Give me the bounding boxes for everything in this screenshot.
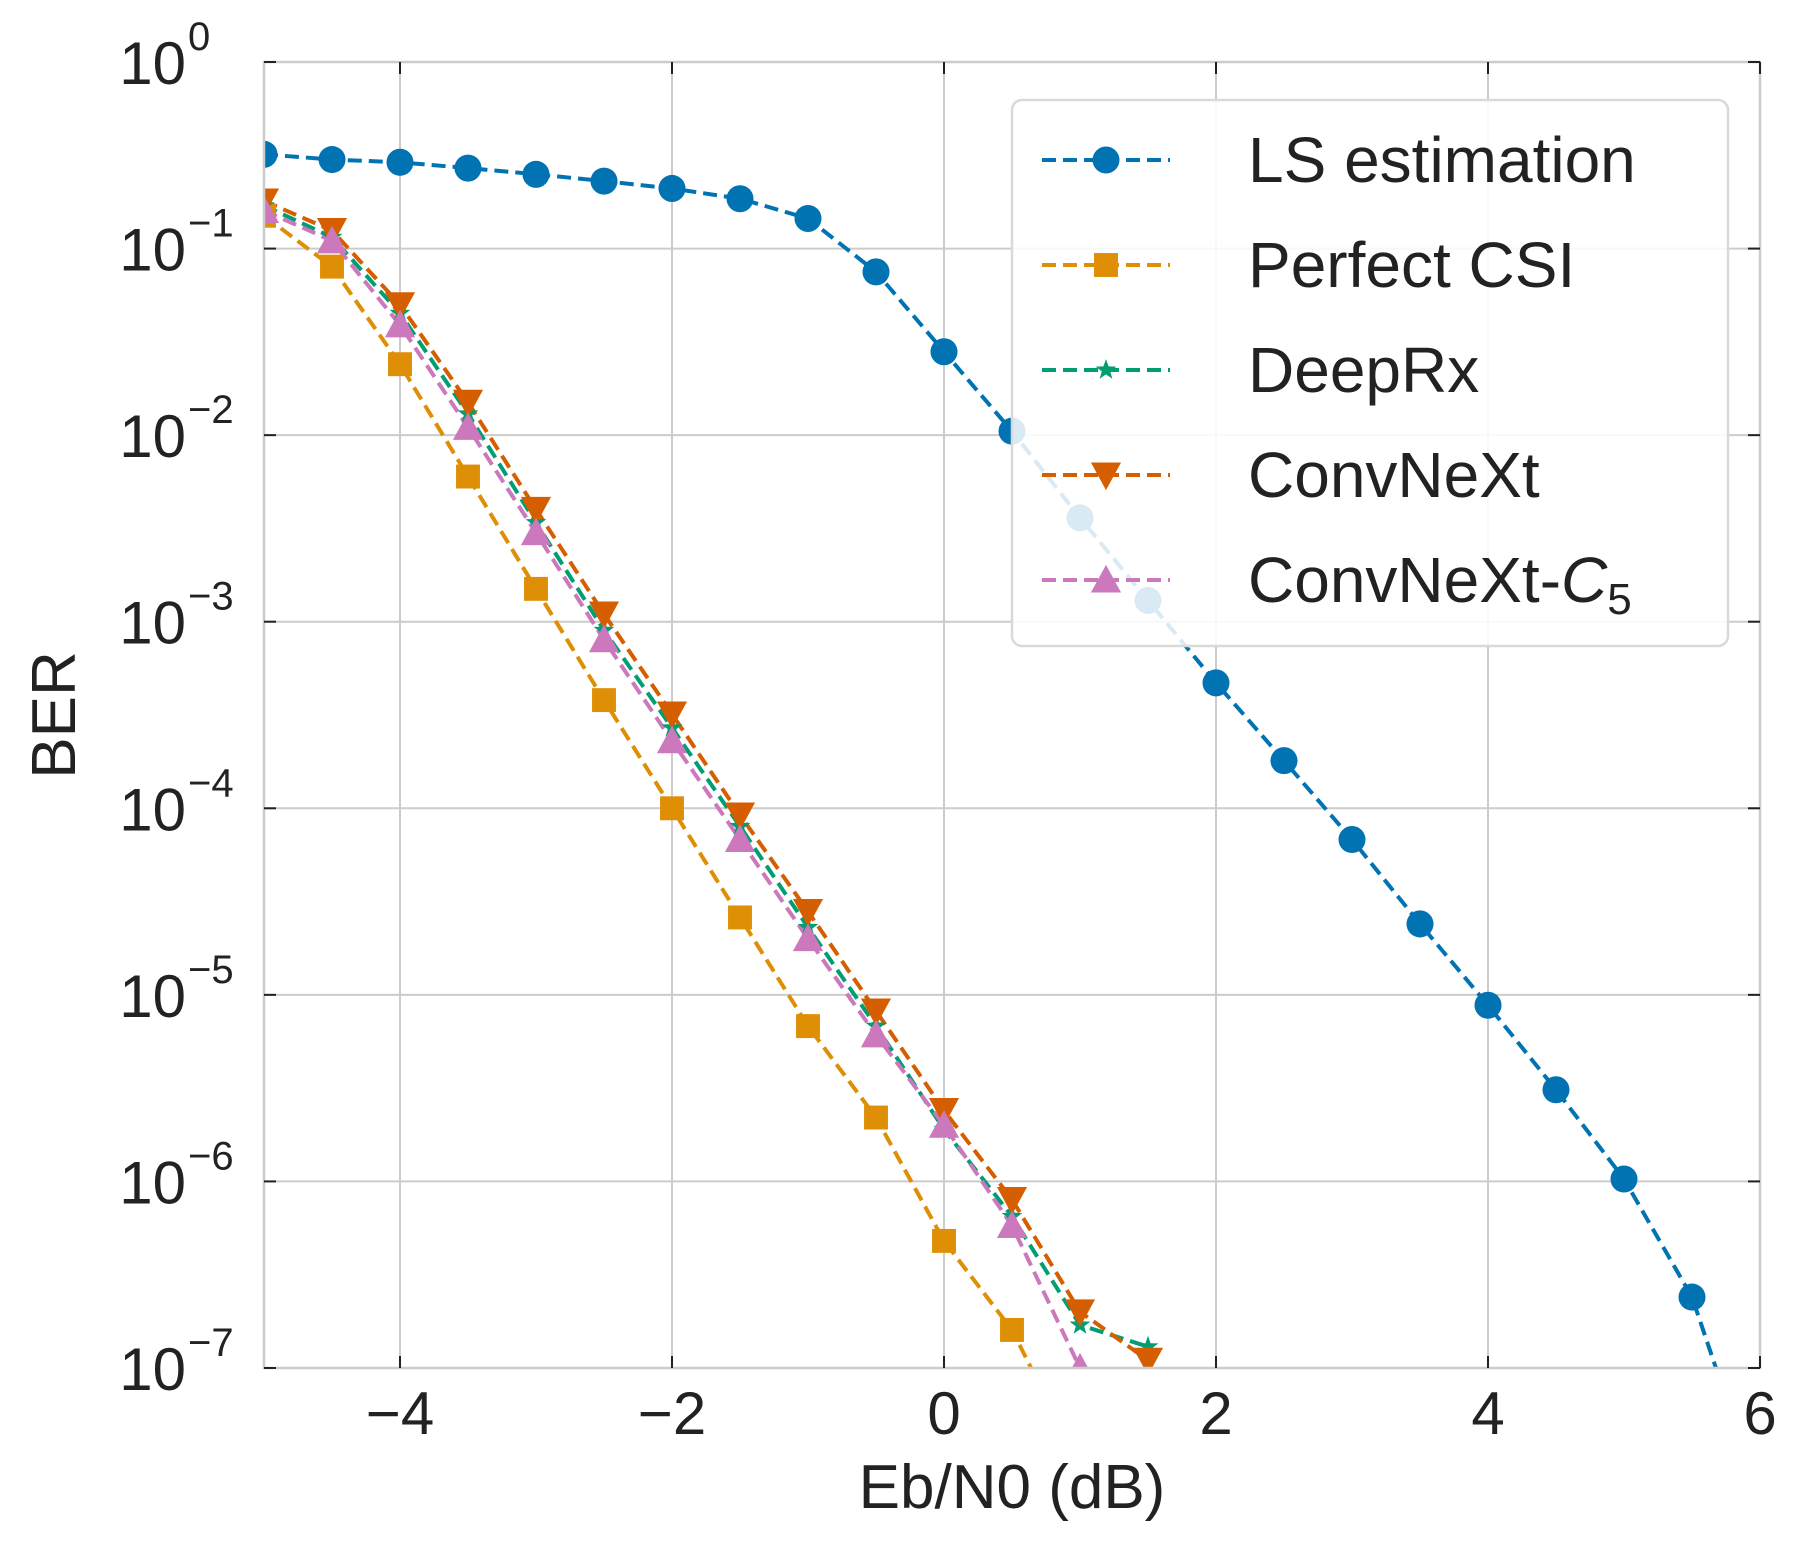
data-point-ls-estimation: [930, 338, 958, 366]
x-tick-label: 2: [1199, 1380, 1232, 1447]
data-point-ls-estimation: [1542, 1076, 1570, 1104]
legend-marker-ls-estimation: [1092, 146, 1120, 174]
legend-label-convnext-c5: ConvNeXt-C5: [1248, 544, 1632, 624]
y-tick-exponent: −7: [188, 1321, 234, 1365]
y-tick-exponent: −2: [188, 388, 234, 432]
x-tick-label: 4: [1471, 1380, 1504, 1447]
series-line-convnext: [264, 199, 1150, 1362]
data-point-ls-estimation: [1474, 991, 1502, 1019]
y-tick-label: 10: [119, 403, 186, 470]
data-point-perfect-csi: [524, 576, 548, 601]
data-point-perfect-csi: [864, 1105, 888, 1130]
y-tick-label: 10: [119, 30, 186, 97]
legend-marker-convnext-c5: [1090, 564, 1122, 593]
data-point-perfect-csi: [660, 796, 684, 821]
data-point-ls-estimation: [590, 167, 618, 195]
data-point-convnext: [588, 601, 620, 630]
data-point-ls-estimation: [318, 146, 346, 174]
data-point-ls-estimation: [794, 204, 822, 232]
data-point-ls-estimation: [862, 258, 890, 286]
data-point-ls-estimation: [658, 174, 686, 202]
data-point-convnext-c5: [656, 725, 688, 754]
data-point-ls-estimation: [264, 140, 278, 168]
legend-marker-deeprx: [1095, 359, 1117, 379]
data-point-deeprx: [1137, 1335, 1159, 1356]
data-point-convnext: [384, 292, 416, 320]
data-point-ls-estimation: [1610, 1165, 1638, 1193]
y-tick-label: 10: [119, 590, 186, 657]
data-point-convnext: [1132, 1347, 1164, 1368]
x-tick-label: 0: [927, 1380, 960, 1447]
legend-box: [1010, 98, 1730, 648]
data-point-convnext-c5: [928, 1110, 960, 1138]
y-tick-exponent: 0: [188, 15, 210, 59]
data-point-ls-estimation: [726, 185, 754, 213]
data-point-perfect-csi: [932, 1228, 956, 1253]
legend-marker-convnext: [1090, 462, 1122, 491]
data-point-convnext-c5: [860, 1019, 892, 1048]
plot-frame: [262, 60, 1762, 1370]
data-point-ls-estimation: [386, 148, 414, 176]
y-tick-exponent: −5: [188, 948, 234, 992]
data-point-convnext-c5: [520, 517, 552, 546]
data-point-ls-estimation: [1270, 747, 1298, 775]
y-tick-exponent: −6: [188, 1134, 234, 1178]
data-point-perfect-csi: [320, 254, 344, 279]
data-point-convnext-c5: [588, 624, 620, 653]
data-point-ls-estimation: [1202, 669, 1230, 697]
y-tick-exponent: −3: [188, 575, 234, 619]
y-tick-label: 10: [119, 1336, 186, 1403]
data-point-convnext-c5: [264, 195, 280, 223]
data-point-convnext: [656, 701, 688, 730]
y-tick-exponent: −1: [188, 202, 234, 246]
data-point-perfect-csi: [388, 352, 412, 377]
data-point-perfect-csi: [1000, 1317, 1024, 1342]
data-point-convnext-c5: [452, 412, 484, 440]
legend-label-convnext: ConvNeXt: [1248, 439, 1540, 511]
legend-label-ls-estimation: LS estimation: [1248, 124, 1636, 196]
data-point-ls-estimation: [454, 154, 482, 182]
legend-marker-perfect-csi: [1094, 253, 1118, 277]
data-point-convnext: [452, 389, 484, 418]
x-tick-label: 6: [1743, 1380, 1776, 1447]
data-point-ls-estimation: [522, 160, 550, 188]
data-point-perfect-csi: [592, 688, 616, 713]
y-tick-label: 10: [119, 963, 186, 1030]
x-tick-label: −4: [366, 1380, 434, 1447]
data-point-convnext-c5: [724, 824, 756, 853]
legend-label-perfect-csi: Perfect CSI: [1248, 229, 1575, 301]
y-tick-label: 10: [119, 776, 186, 843]
data-point-perfect-csi: [796, 1014, 820, 1039]
data-point-ls-estimation: [1678, 1283, 1706, 1311]
data-point-convnext: [792, 898, 824, 927]
y-axis-label: BER: [20, 651, 89, 778]
y-tick-exponent: −4: [188, 761, 234, 805]
data-point-convnext: [860, 998, 892, 1027]
data-point-convnext-c5: [792, 923, 824, 952]
y-tick-label: 10: [119, 1149, 186, 1216]
data-point-convnext: [996, 1187, 1028, 1215]
series-line-convnext-c5: [264, 208, 1083, 1368]
legend-label-deeprx: DeepRx: [1248, 334, 1479, 406]
data-point-convnext-c5: [384, 309, 416, 338]
data-point-ls-estimation: [1406, 910, 1434, 938]
y-tick-label: 10: [119, 217, 186, 284]
data-point-convnext-c5: [316, 225, 348, 254]
series-line-deeprx: [264, 203, 1149, 1349]
legend: LS estimation Perfect CSI DeepRx ConvNeXt Co…: [1010, 98, 1730, 648]
data-point-perfect-csi: [728, 905, 752, 930]
data-point-convnext-c5: [1071, 1352, 1089, 1368]
data-point-convnext-c5: [996, 1210, 1028, 1239]
data-point-convnext: [520, 496, 552, 525]
data-point-ls-estimation: [1338, 826, 1366, 854]
data-point-convnext: [724, 802, 756, 831]
x-tick-label: −2: [638, 1380, 706, 1447]
x-axis-label: Eb/N0 (dB): [859, 1453, 1166, 1522]
data-point-convnext: [1064, 1299, 1096, 1327]
data-point-perfect-csi: [456, 464, 480, 489]
